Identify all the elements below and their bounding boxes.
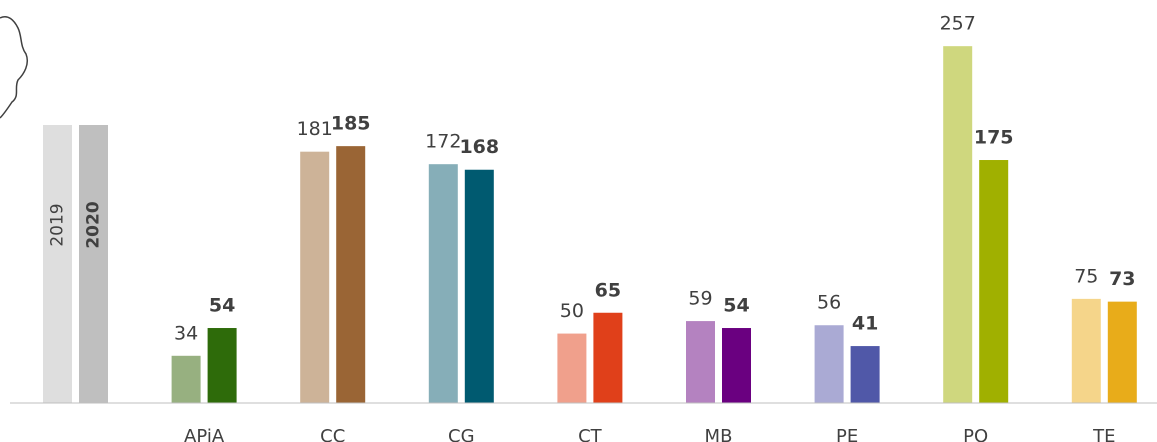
- value-label: 185: [331, 113, 371, 135]
- bar: [722, 328, 751, 403]
- x-tick-label: CG: [448, 426, 475, 442]
- x-tick-label: PO: [963, 426, 988, 442]
- bar: [336, 146, 366, 403]
- bar: [464, 169, 494, 403]
- bar: [943, 46, 973, 404]
- value-label: 257: [940, 13, 976, 35]
- bar: [300, 151, 330, 403]
- x-tick-label: CT: [578, 426, 603, 442]
- x-tick-label: APiA: [184, 426, 225, 442]
- bar: [207, 328, 237, 403]
- value-label: 168: [459, 136, 499, 158]
- bar: [686, 321, 715, 403]
- value-label: 75: [1074, 265, 1098, 287]
- value-label: 56: [817, 292, 841, 314]
- bar: [850, 346, 880, 403]
- value-label: 73: [1109, 268, 1135, 290]
- bar: [814, 325, 844, 403]
- x-tick-label: CC: [320, 426, 345, 442]
- bar: [171, 355, 201, 403]
- map-outline: [0, 16, 29, 119]
- value-label: 50: [560, 300, 584, 322]
- legend-label: 2020: [84, 201, 104, 248]
- legend-swatch: [43, 125, 72, 403]
- value-label: 54: [723, 295, 749, 317]
- value-label: 54: [209, 295, 235, 317]
- value-label: 172: [425, 131, 461, 153]
- value-label: 181: [297, 118, 333, 140]
- value-label: 34: [174, 322, 198, 344]
- value-label: 65: [595, 279, 621, 301]
- value-label: 41: [852, 313, 878, 335]
- legend-label: 2019: [48, 203, 68, 246]
- x-tick-label: MB: [705, 426, 733, 442]
- legend-swatch: [79, 125, 108, 403]
- bar: [593, 312, 623, 403]
- bar: [557, 333, 587, 403]
- x-tick-label: TE: [1092, 426, 1115, 442]
- value-label: 59: [688, 288, 712, 310]
- x-tick-label: PE: [836, 426, 858, 442]
- bar: [428, 164, 458, 403]
- value-label: 175: [974, 127, 1014, 149]
- bar: [979, 160, 1009, 403]
- bar: [1107, 301, 1137, 403]
- bar: [1071, 298, 1101, 403]
